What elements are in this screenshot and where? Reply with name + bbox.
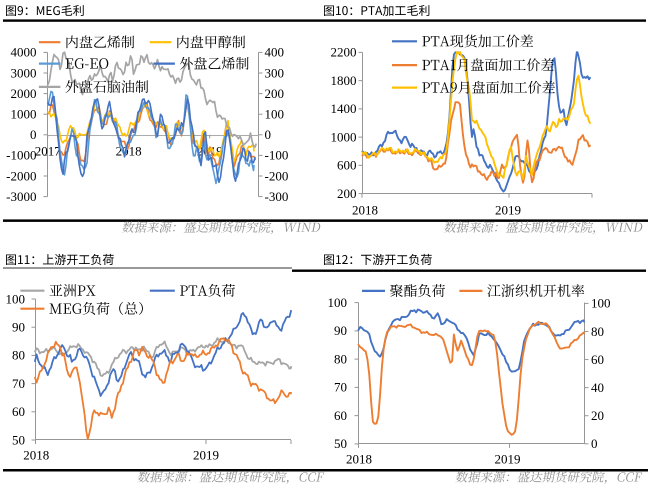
- svg-text:-100: -100: [265, 148, 289, 163]
- svg-text:80: 80: [591, 324, 604, 339]
- svg-text:4000: 4000: [11, 45, 37, 60]
- svg-text:2017: 2017: [35, 143, 62, 158]
- svg-text:2018: 2018: [352, 203, 378, 218]
- svg-text:100: 100: [328, 295, 348, 310]
- svg-text:0: 0: [265, 127, 272, 142]
- svg-text:-2000: -2000: [6, 168, 36, 183]
- svg-text:2018: 2018: [23, 448, 49, 463]
- svg-text:2019: 2019: [495, 451, 521, 466]
- svg-text:2200: 2200: [331, 45, 357, 60]
- svg-text:100: 100: [591, 296, 611, 311]
- svg-text:2019: 2019: [193, 448, 219, 463]
- svg-text:2000: 2000: [11, 86, 37, 101]
- svg-text:90: 90: [334, 323, 347, 338]
- svg-text:-200: -200: [265, 168, 289, 183]
- svg-text:60: 60: [12, 404, 25, 419]
- svg-text:0: 0: [591, 436, 598, 451]
- svg-text:20: 20: [591, 408, 604, 423]
- svg-text:100: 100: [265, 107, 285, 122]
- svg-text:80: 80: [12, 348, 25, 363]
- svg-text:1800: 1800: [331, 73, 357, 88]
- svg-text:50: 50: [334, 436, 347, 451]
- svg-text:50: 50: [12, 432, 25, 447]
- svg-text:600: 600: [337, 158, 357, 173]
- svg-text:90: 90: [12, 320, 25, 335]
- svg-text:0: 0: [30, 127, 37, 142]
- svg-text:40: 40: [591, 380, 604, 395]
- svg-text:-3000: -3000: [6, 189, 36, 204]
- svg-text:80: 80: [334, 351, 347, 366]
- svg-text:1400: 1400: [331, 101, 357, 116]
- svg-text:-300: -300: [265, 189, 289, 204]
- svg-text:2018: 2018: [346, 451, 372, 466]
- svg-text:3000: 3000: [11, 65, 37, 80]
- svg-text:70: 70: [334, 380, 347, 395]
- svg-text:200: 200: [337, 186, 357, 201]
- svg-text:-1000: -1000: [6, 148, 36, 163]
- svg-text:300: 300: [265, 65, 285, 80]
- svg-text:400: 400: [265, 45, 285, 60]
- svg-text:60: 60: [591, 352, 604, 367]
- svg-text:1000: 1000: [331, 129, 357, 144]
- svg-text:1000: 1000: [11, 107, 37, 122]
- svg-text:70: 70: [12, 376, 25, 391]
- svg-text:200: 200: [265, 86, 285, 101]
- svg-text:60: 60: [334, 408, 347, 423]
- svg-text:2019: 2019: [495, 203, 521, 218]
- svg-text:100: 100: [6, 291, 26, 306]
